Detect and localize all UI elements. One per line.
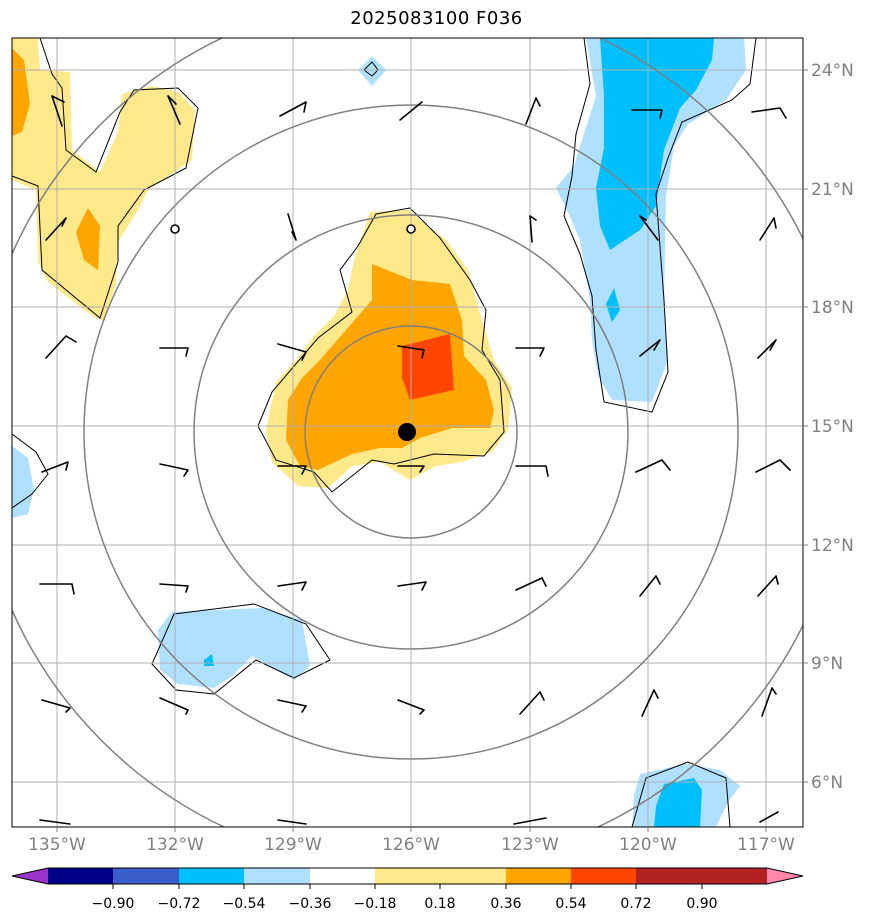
colorbar-tick-label: −0.36 xyxy=(289,896,332,912)
colorbar-extend-low xyxy=(12,868,48,884)
colorbar-ticks xyxy=(112,884,703,889)
lat-label-12: 12°N xyxy=(811,536,854,556)
positive-shading-high xyxy=(402,334,454,400)
colorbar-tick-label: 0.72 xyxy=(620,896,651,912)
colorbar-tick-label: −0.72 xyxy=(158,896,201,912)
lat-label-15: 15°N xyxy=(811,417,854,437)
lat-label-6: 6°N xyxy=(811,773,843,793)
colorbar-segment xyxy=(506,868,571,884)
lat-label-21: 21°N xyxy=(811,180,854,200)
colorbar-tick-label: −0.90 xyxy=(92,896,135,912)
lon-label-120: 120°W xyxy=(619,835,677,855)
colorbar-segment xyxy=(375,868,440,884)
contour-lines xyxy=(12,38,757,827)
positive-shading-mid xyxy=(12,48,494,470)
range-rings xyxy=(12,38,803,827)
colorbar: −0.90 −0.72 −0.54 −0.36 −0.18 0.18 0.36 … xyxy=(11,867,804,912)
lon-label-126: 126°W xyxy=(382,835,440,855)
lat-label-18: 18°N xyxy=(811,298,854,318)
longitude-labels: 135°W 132°W 129°W 126°W 123°W 120°W 117°… xyxy=(28,827,795,855)
colorbar-segment xyxy=(571,868,636,884)
colorbar-segment xyxy=(310,868,375,884)
colorbar-segment xyxy=(113,868,179,884)
colorbar-segment xyxy=(636,868,702,884)
colorbar-tick-label: −0.54 xyxy=(223,896,266,912)
colorbar-segments xyxy=(12,868,803,884)
colorbar-tick-label: 0.90 xyxy=(686,896,717,912)
graticule xyxy=(12,38,803,827)
calm-marker xyxy=(406,224,416,234)
negative-shading-light xyxy=(12,38,746,827)
wind-barbs xyxy=(39,95,791,825)
colorbar-segment xyxy=(244,868,310,884)
colorbar-tick-label: 0.54 xyxy=(555,896,586,912)
colorbar-tick-label: 0.36 xyxy=(490,896,521,912)
colorbar-extend-high xyxy=(767,868,803,884)
colorbar-outline xyxy=(11,867,804,885)
colorbar-segment xyxy=(179,868,244,884)
map-panel xyxy=(12,38,803,827)
lon-label-117: 117°W xyxy=(737,835,795,855)
colorbar-tick-label: 0.18 xyxy=(424,896,455,912)
lon-label-132: 132°W xyxy=(146,835,204,855)
lon-label-129: 129°W xyxy=(264,835,322,855)
colorbar-segment xyxy=(48,868,113,884)
storm-center-marker xyxy=(398,423,416,441)
lon-label-123: 123°W xyxy=(501,835,559,855)
colorbar-segment xyxy=(440,868,506,884)
colorbar-segment xyxy=(702,868,767,884)
lat-label-9: 9°N xyxy=(811,654,843,674)
map-frame xyxy=(11,37,804,828)
latitude-labels: 24°N 21°N 18°N 15°N 12°N 9°N 6°N xyxy=(803,61,854,793)
lon-label-135: 135°W xyxy=(28,835,86,855)
lat-label-24: 24°N xyxy=(811,61,854,81)
colorbar-tick-label: −0.18 xyxy=(354,896,397,912)
calm-marker xyxy=(170,224,180,234)
plot-title: 2025083100 F036 xyxy=(350,8,523,29)
